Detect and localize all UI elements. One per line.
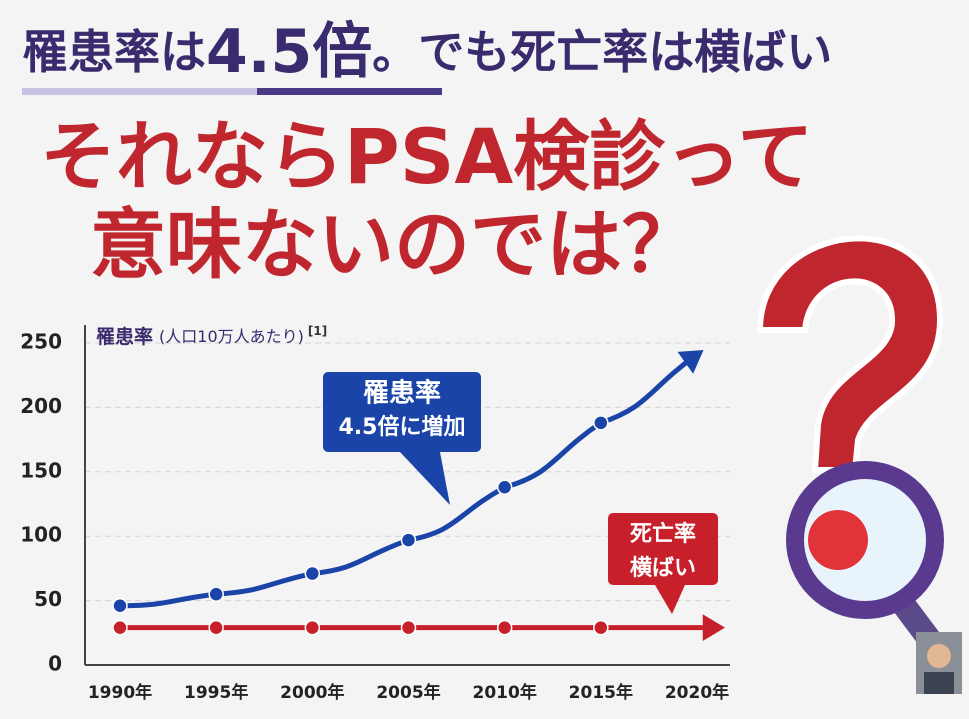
y-tick-label: 50 — [34, 587, 62, 611]
callout-box — [608, 513, 718, 585]
underline — [257, 88, 442, 95]
y-axis-label-note: (人口10万人あたり) — [159, 327, 304, 346]
callout-tail — [400, 452, 450, 505]
x-tick-label: 2000年 — [280, 682, 344, 703]
data-point — [593, 415, 609, 431]
reference: [1] — [308, 324, 327, 338]
y-tick-label: 200 — [20, 394, 62, 418]
question-graphic — [756, 235, 957, 672]
y-tick-label: 150 — [20, 458, 62, 482]
callout-text: 横ばい — [630, 556, 696, 581]
data-point — [400, 619, 417, 636]
subtitle-line: それならPSA検診って — [40, 112, 813, 201]
presenter-photo — [916, 632, 962, 694]
x-tick-label: 2005年 — [376, 682, 440, 703]
data-point — [112, 619, 128, 636]
title: 罹患率は4.5倍。でも死亡率は横ばい — [22, 17, 832, 87]
y-axis-label-main: 罹患率 — [96, 325, 153, 348]
x-tick-label: 2015年 — [569, 682, 633, 703]
y-axis-label: 罹患率 (人口10万人あたり) [1] — [96, 324, 327, 348]
data-point — [496, 479, 513, 496]
callout-tail — [655, 585, 685, 614]
underline — [22, 88, 257, 95]
callout-text: 罹患率 — [363, 378, 441, 409]
data-point — [400, 532, 417, 548]
data-point — [593, 619, 609, 636]
x-tick-label: 1990年 — [88, 682, 152, 703]
data-point — [112, 598, 128, 614]
y-tick-label: 0 — [48, 652, 62, 676]
x-tick-label: 1995年 — [184, 682, 248, 703]
title-part: 罹患率は — [22, 25, 206, 79]
x-tick-label: 2010年 — [473, 682, 537, 703]
title-emphasis: 4.5倍 — [206, 17, 372, 87]
callout-text: 死亡率 — [630, 521, 696, 547]
x-tick-label: 2020年 — [665, 682, 729, 703]
data-point — [496, 619, 513, 636]
y-tick-label: 250 — [20, 330, 62, 354]
subtitle-line: 意味ないのでは？ — [90, 200, 698, 289]
data-point — [304, 619, 321, 636]
callout-text: 4.5倍に増加 — [339, 414, 466, 440]
data-point — [208, 619, 224, 636]
callout-box — [323, 372, 481, 452]
y-tick-label: 100 — [20, 523, 62, 547]
data-point — [304, 565, 321, 582]
data-point — [208, 586, 224, 602]
arrow-head — [677, 349, 704, 374]
title-part: 。でも死亡率は横ばい — [372, 25, 832, 79]
